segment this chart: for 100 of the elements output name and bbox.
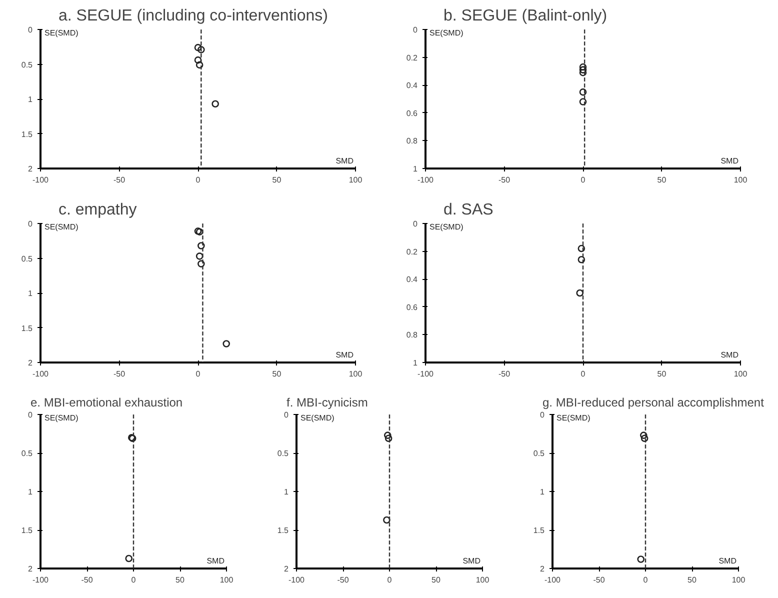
y-axis-title: SE(SMD) [556,414,591,422]
point [579,63,587,71]
y-tick-label: 1.5 [21,526,34,535]
x-tick-label: 0 [387,576,392,584]
point [579,98,587,106]
point [125,554,132,562]
y-tick-label: 0 [413,26,418,34]
x-tick-label: 50 [432,576,441,584]
x-axis-title: SMD [718,556,737,566]
x-tick-label: 100 [734,176,748,184]
x-tick-label: 0 [196,370,201,378]
point [198,242,205,250]
chart-title: b. SEGUE (Balint-only) [444,8,608,24]
x-axis-title: SMD [206,556,225,566]
x-tick-label: -50 [113,370,126,378]
y-tick-label: 1.5 [277,526,290,535]
x-tick-label: 100 [220,576,234,584]
y-tick-label: 0.6 [406,302,418,312]
y-tick-label: 1 [284,488,290,496]
x-tick-label: 0 [131,576,136,584]
y-tick-label: 2 [540,564,546,574]
x-tick-label: -50 [498,370,511,378]
x-tick-label: -100 [32,370,50,378]
x-tick-label: -50 [81,576,94,584]
y-tick-label: 0 [28,410,34,420]
y-tick-label: 0 [413,220,418,228]
y-tick-label: 1 [28,289,34,298]
y-tick-label: 0 [540,410,546,420]
y-tick-label: 0.5 [21,254,34,264]
y-tick-label: 0.6 [406,108,418,118]
x-tick-label: 100 [732,576,746,584]
x-tick-label: -100 [32,176,50,184]
x-tick-label: 100 [734,370,748,378]
point [222,340,230,348]
y-tick-label: 0 [28,26,34,34]
x-tick-label: 50 [657,370,667,378]
x-tick-label: 0 [196,176,201,184]
y-axis-title: SE(SMD) [430,222,464,232]
x-tick-label: -50 [113,176,126,184]
x-axis-title: SMD [720,156,739,166]
y-axis-title: SE(SMD) [44,414,79,422]
point [194,56,202,64]
y-tick-label: 0 [284,410,290,420]
point [384,432,392,439]
x-tick-label: 0 [580,176,586,184]
y-tick-label: 2 [284,564,290,574]
point [384,434,392,442]
chart-title: e. MBI-emotional exhaustion [30,396,183,410]
x-axis-title: SMD [720,350,739,360]
point [212,100,219,108]
y-tick-label: 0 [28,220,34,228]
x-tick-label: 0 [580,370,586,378]
point [196,61,204,69]
y-tick-label: 0.5 [533,449,546,458]
y-axis-title: SE(SMD) [44,28,79,38]
y-tick-label: 1 [413,164,418,174]
point [198,260,205,268]
y-tick-label: 1 [28,488,34,496]
chart-title: f. MBI-cynicism [286,396,368,410]
x-tick-label: 100 [348,176,363,184]
point [579,66,587,74]
y-tick-label: 0.8 [406,330,418,340]
x-axis-title: SMD [336,350,354,360]
y-tick-label: 0.2 [406,53,418,62]
point [383,516,390,524]
y-tick-label: 1 [413,358,418,368]
y-tick-label: 2 [28,564,34,574]
x-tick-label: 50 [657,176,667,184]
y-tick-label: 0.4 [406,81,418,90]
x-axis-title: SMD [462,556,481,566]
point [198,46,205,54]
y-tick-label: 0.8 [406,136,418,146]
y-tick-label: 1 [540,488,546,496]
point [579,88,587,96]
y-tick-label: 1.5 [21,324,34,333]
point [196,252,204,260]
x-tick-label: -100 [288,576,306,584]
x-tick-label: -100 [544,576,562,584]
x-tick-label: -100 [32,576,50,584]
x-tick-label: -50 [498,176,511,184]
point [640,434,648,442]
y-tick-label: 1.5 [21,130,34,139]
y-axis-title: SE(SMD) [430,28,464,38]
x-tick-label: -100 [417,176,434,184]
x-tick-label: 50 [272,176,282,184]
x-tick-label: 100 [348,370,363,378]
x-tick-label: 100 [476,576,490,584]
chart-title: c. empathy [58,202,137,218]
y-axis-title: SE(SMD) [300,414,335,422]
x-tick-label: 0 [643,576,648,584]
y-tick-label: 0.4 [406,275,418,284]
x-tick-label: -50 [593,576,606,584]
y-tick-label: 2 [28,358,34,368]
x-tick-label: 50 [176,576,185,584]
point [637,556,644,563]
y-tick-label: 0.5 [277,449,290,458]
y-axis-title: SE(SMD) [44,222,79,232]
chart-title: d. SAS [444,202,494,218]
point [194,44,202,52]
y-tick-label: 0.2 [406,247,418,256]
